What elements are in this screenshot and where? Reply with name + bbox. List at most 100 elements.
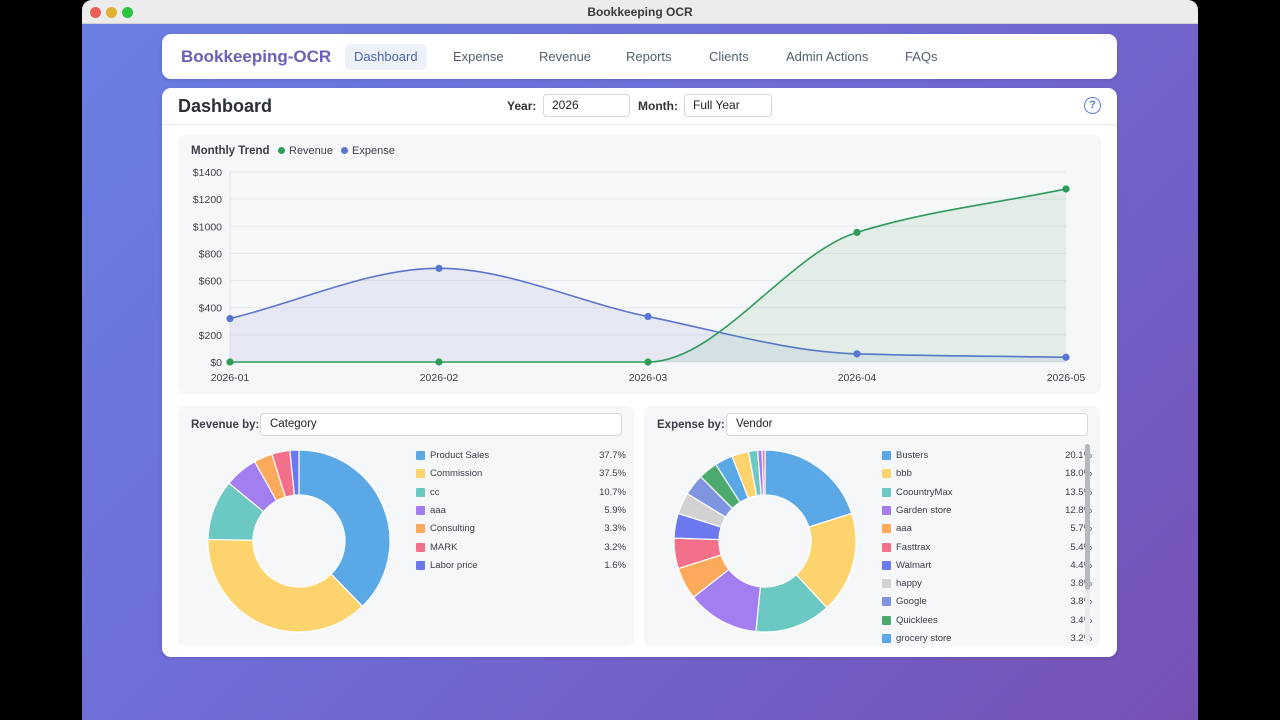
expense-legend-item[interactable]: Garden store 12.8% [882, 503, 1092, 521]
expense-legend-item[interactable]: Fasttrax 5.4% [882, 540, 1092, 558]
revenue-slice[interactable] [289, 449, 300, 496]
close-window-button[interactable] [90, 7, 101, 18]
legend-swatch [882, 487, 891, 497]
legend-item-name: Fasttrax [896, 541, 931, 553]
expense-slice[interactable] [764, 449, 853, 528]
nav-admin-actions[interactable]: Admin Actions [786, 49, 869, 64]
legend-item-percent: 20.1% [1065, 450, 1092, 461]
x-tick-label: 2026-01 [211, 372, 250, 384]
revenue-legend-item[interactable]: MARK 3.2% [416, 540, 626, 558]
maximize-window-button[interactable] [122, 7, 133, 18]
legend-item-percent: 3.8% [1070, 578, 1092, 590]
help-icon[interactable]: ? [1084, 97, 1101, 114]
legend-item-percent: 3.8% [1070, 596, 1092, 608]
x-tick-label: 2026-04 [838, 372, 877, 384]
legend-item-name: Consulting [430, 523, 475, 535]
revenue-point[interactable] [644, 358, 652, 366]
legend-item-name: Product Sales [430, 450, 490, 461]
year-input[interactable]: 2026 [543, 94, 630, 117]
legend-item-percent: 37.5% [599, 468, 626, 480]
legend-item-percent: 4.4% [1070, 559, 1092, 571]
expense-slice[interactable] [761, 449, 766, 496]
legend-item-name: Quicklees [896, 614, 938, 626]
expense-legend-item[interactable]: grocery store 3.2% [882, 631, 1092, 646]
brand-logo-text[interactable]: Bookkeeping-OCR [181, 47, 332, 66]
revenue-point[interactable] [435, 358, 443, 366]
legend-item-name: Busters [896, 450, 929, 461]
minimize-window-button[interactable] [106, 7, 117, 18]
legend-item-percent: 10.7% [599, 486, 626, 498]
month-select[interactable]: Full Year [684, 94, 772, 117]
legend-swatch [882, 634, 891, 643]
y-tick-label: $600 [199, 276, 223, 288]
expense-by-label: Expense by: [657, 419, 725, 431]
expense-point[interactable] [853, 350, 861, 358]
expense-legend-item[interactable]: bbb 18.0% [882, 466, 1092, 484]
revenue-legend-item[interactable]: Labor price 1.6% [416, 558, 626, 576]
revenue-breakdown-panel: Revenue by: Category Product Sales 37.7% C… [178, 406, 634, 646]
expense-point[interactable] [226, 314, 234, 323]
revenue-legend-item[interactable]: aaa 5.9% [416, 503, 626, 521]
y-tick-label: $0 [210, 357, 222, 369]
revenue-legend-item[interactable]: Product Sales 37.7% [416, 448, 626, 466]
revenue-point[interactable] [853, 228, 861, 236]
window-title: Bookkeeping OCR [587, 5, 693, 19]
legend-revenue[interactable]: Revenue [278, 145, 333, 157]
revenue-legend-item[interactable]: Commission 37.5% [416, 466, 626, 484]
legend-expense[interactable]: Expense [341, 145, 395, 157]
scrollbar-thumb[interactable] [1085, 444, 1090, 590]
expense-by-select[interactable]: Vendor [726, 413, 1088, 436]
expense-legend-item[interactable]: Quicklees 3.4% [882, 613, 1092, 631]
nav-clients[interactable]: Clients [709, 49, 749, 64]
expense-legend-item[interactable]: happy 3.8% [882, 576, 1092, 594]
revenue-point[interactable] [226, 358, 234, 366]
legend-swatch [882, 560, 891, 570]
expense-legend-item[interactable]: Google 3.8% [882, 594, 1092, 612]
legend-item-percent: 37.7% [599, 450, 626, 461]
nav-expense[interactable]: Expense [453, 49, 504, 64]
legend-item-name: happy [896, 578, 922, 590]
x-tick-label: 2026-05 [1047, 372, 1086, 384]
revenue-by-select[interactable]: Category [260, 413, 622, 436]
nav-faqs[interactable]: FAQs [905, 49, 938, 64]
legend-item-name: bbb [896, 468, 912, 480]
expense-legend-item[interactable]: Busters 20.1% [882, 448, 1092, 466]
revenue-slice[interactable] [298, 449, 391, 608]
revenue-area [230, 188, 1066, 362]
legend-item-name: Labor price [430, 559, 478, 571]
revenue-point[interactable] [1062, 185, 1070, 193]
legend-item-name: grocery store [896, 633, 952, 644]
legend-item-percent: 18.0% [1065, 468, 1092, 480]
revenue-donut-chart [207, 449, 391, 633]
year-label: Year: [507, 99, 537, 113]
top-navbar: Bookkeeping-OCR Dashboard Expense Revenu… [162, 34, 1117, 79]
expense-point[interactable] [435, 264, 443, 272]
revenue-slice[interactable] [207, 538, 364, 633]
legend-swatch [882, 505, 891, 515]
y-tick-label: $1200 [193, 194, 222, 206]
nav-dashboard[interactable]: Dashboard [345, 44, 427, 70]
revenue-legend-item[interactable]: cc 10.7% [416, 485, 626, 503]
legend-expense-dot [341, 147, 348, 154]
legend-item-percent: 5.9% [604, 504, 626, 516]
revenue-by-label: Revenue by: [191, 419, 260, 431]
expense-legend-item[interactable]: Walmart 4.4% [882, 558, 1092, 576]
expense-donut-chart [673, 449, 857, 633]
expense-point[interactable] [1062, 353, 1070, 361]
expense-legend-scrollbar[interactable] [1085, 444, 1090, 644]
legend-swatch [882, 524, 891, 534]
legend-revenue-label: Revenue [289, 145, 334, 157]
legend-item-name: Garden store [896, 504, 952, 516]
nav-revenue[interactable]: Revenue [539, 49, 592, 64]
nav-reports[interactable]: Reports [626, 49, 672, 64]
legend-swatch [882, 451, 891, 460]
legend-item-name: Walmart [896, 559, 932, 571]
y-tick-label: $400 [199, 303, 223, 315]
legend-revenue-dot [278, 147, 285, 154]
expense-legend-item[interactable]: aaa 5.7% [882, 521, 1092, 539]
revenue-legend-item[interactable]: Consulting 3.3% [416, 521, 626, 539]
legend-swatch [882, 615, 891, 625]
legend-item-name: Commission [430, 468, 483, 480]
expense-point[interactable] [644, 312, 652, 321]
expense-legend-item[interactable]: CoountryMax 13.5% [882, 485, 1092, 503]
